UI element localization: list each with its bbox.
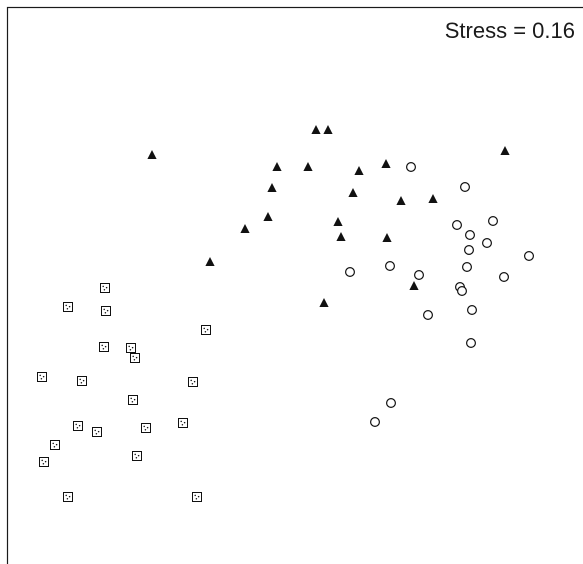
- square-point: [141, 423, 151, 433]
- circle-point: [370, 417, 381, 428]
- circle-point: [460, 182, 471, 193]
- triangle-point: [333, 217, 343, 226]
- circle-point: [457, 286, 468, 297]
- triangle-point: [272, 162, 282, 171]
- square-point: [99, 342, 109, 352]
- circle-point: [499, 272, 510, 283]
- square-point: [126, 343, 136, 353]
- stress-annotation: Stress = 0.16: [445, 18, 575, 43]
- triangle-point: [323, 125, 333, 134]
- triangle-point: [240, 224, 250, 233]
- square-point: [63, 302, 73, 312]
- triangle-point: [428, 194, 438, 203]
- circle-point: [423, 310, 434, 321]
- circle-point: [523, 251, 534, 262]
- circle-point: [462, 262, 473, 273]
- triangle-point: [382, 233, 392, 242]
- triangle-point: [267, 183, 277, 192]
- circle-point: [467, 305, 478, 316]
- circle-point: [385, 261, 396, 272]
- square-point: [92, 427, 102, 437]
- square-point: [201, 325, 211, 335]
- triangle-point: [205, 257, 215, 266]
- square-point: [37, 372, 47, 382]
- triangle-point: [396, 196, 406, 205]
- circle-point: [414, 270, 425, 281]
- triangle-point: [354, 166, 364, 175]
- circle-point: [482, 238, 493, 249]
- circle-point: [465, 230, 476, 241]
- square-point: [100, 283, 110, 293]
- triangle-point: [311, 125, 321, 134]
- circle-point: [406, 162, 417, 173]
- triangle-point: [336, 232, 346, 241]
- circle-point: [464, 245, 475, 256]
- circle-point: [345, 267, 356, 278]
- triangle-point: [381, 159, 391, 168]
- square-point: [188, 377, 198, 387]
- markers-layer: [37, 125, 534, 502]
- triangle-point: [348, 188, 358, 197]
- triangle-point: [263, 212, 273, 221]
- square-point: [63, 492, 73, 502]
- square-point: [178, 418, 188, 428]
- square-point: [192, 492, 202, 502]
- circle-point: [466, 338, 477, 349]
- square-point: [73, 421, 83, 431]
- circle-point: [488, 216, 499, 227]
- triangle-point: [147, 150, 157, 159]
- triangle-point: [500, 146, 510, 155]
- triangle-point: [319, 298, 329, 307]
- plot-frame: [6, 6, 583, 564]
- square-point: [77, 376, 87, 386]
- square-point: [132, 451, 142, 461]
- triangle-point: [409, 281, 419, 290]
- square-point: [128, 395, 138, 405]
- circle-point: [386, 398, 397, 409]
- square-point: [39, 457, 49, 467]
- circle-point: [452, 220, 463, 231]
- square-point: [50, 440, 60, 450]
- square-point: [130, 353, 140, 363]
- square-point: [101, 306, 111, 316]
- triangle-point: [303, 162, 313, 171]
